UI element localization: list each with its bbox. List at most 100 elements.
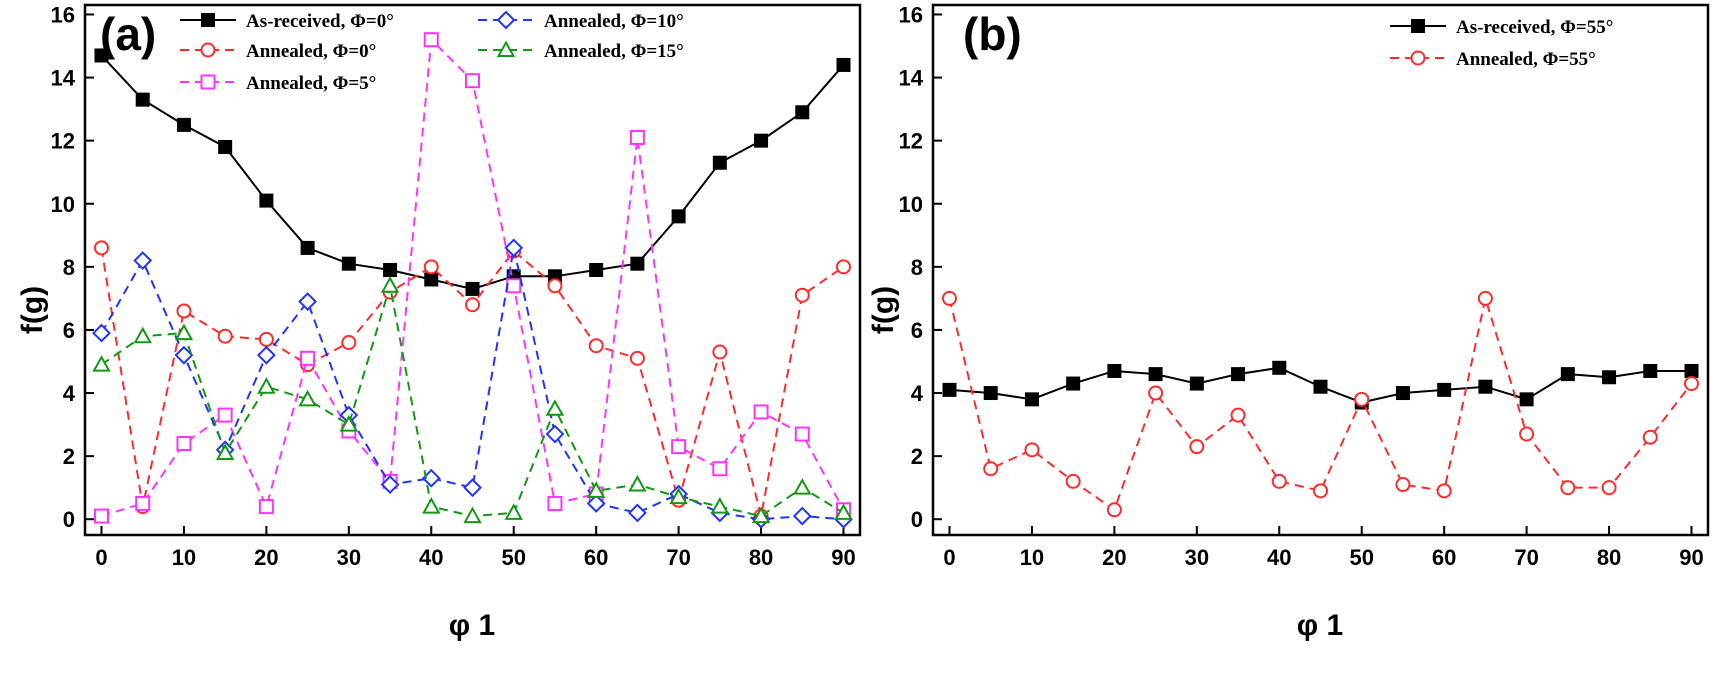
data-point-a-annealed-15-25	[298, 389, 317, 407]
plot-frame-b	[931, 3, 1710, 537]
data-point-b-as-received-55-35	[1231, 367, 1246, 382]
data-point-a-annealed-5-0	[93, 508, 109, 524]
data-point-a-annealed-10-85	[792, 506, 812, 526]
y-tick-label-a-2: 2	[63, 444, 75, 469]
data-point-b-as-received-55-5	[983, 386, 998, 401]
panel-label-a: (a)	[100, 8, 156, 60]
data-point-a-annealed-15-40	[422, 497, 441, 514]
data-point-a-annealed-0-75	[712, 344, 728, 360]
data-point-b-as-received-55-45	[1313, 379, 1328, 394]
data-point-a-annealed-5-20	[258, 499, 274, 515]
data-point-b-annealed-55-70	[1519, 426, 1535, 442]
data-point-a-annealed-15-30	[339, 415, 359, 432]
data-point-a-as-received-0-40	[424, 272, 439, 287]
data-point-b-annealed-55-30	[1189, 439, 1205, 455]
data-point-a-as-received-0-0	[94, 48, 109, 63]
x-tick-label-b-20: 20	[1102, 545, 1126, 570]
data-point-a-as-received-0-45	[465, 281, 480, 296]
data-point-a-annealed-15-60	[586, 481, 606, 498]
data-point-a-annealed-10-35	[380, 475, 400, 494]
data-point-a-annealed-0-10	[176, 303, 192, 319]
data-point-a-annealed-15-80	[751, 506, 771, 524]
x-tick-label-a-40: 40	[419, 545, 443, 570]
series-line-a-as-received-0	[100, 54, 845, 290]
data-point-a-annealed-5-25	[300, 350, 316, 366]
data-point-a-as-received-0-35	[383, 263, 398, 277]
data-point-a-annealed-15-15	[215, 443, 235, 460]
data-point-a-annealed-0-55	[547, 278, 563, 294]
data-point-a-annealed-5-55	[547, 495, 563, 511]
plot-area-a	[92, 32, 853, 529]
data-point-a-annealed-10-60	[586, 494, 606, 513]
y-tick-label-b-10: 10	[899, 192, 923, 217]
legend-marker-a-annealed-10	[496, 10, 516, 30]
data-point-a-annealed-5-40	[423, 32, 439, 48]
legend-marker-b-annealed-55	[1410, 50, 1426, 66]
legend-marker-b-as-received-55	[1411, 19, 1425, 33]
data-point-a-annealed-10-10	[174, 345, 194, 365]
legend-marker-a-annealed-15	[496, 40, 516, 57]
data-point-b-as-received-55-65	[1478, 379, 1493, 394]
y-tick-label-b-12: 12	[899, 129, 923, 154]
data-point-a-annealed-10-25	[298, 292, 318, 311]
x-tick-label-b-80: 80	[1597, 545, 1621, 570]
data-point-a-as-received-0-70	[671, 209, 686, 224]
x-tick-label-a-70: 70	[666, 545, 690, 570]
data-point-a-as-received-0-25	[300, 240, 315, 255]
legend-marker-a-annealed-5	[200, 74, 216, 90]
data-point-a-annealed-15-70	[669, 487, 688, 505]
data-point-b-annealed-55-20	[1106, 502, 1122, 518]
data-point-a-annealed-10-55	[545, 424, 565, 444]
data-point-a-as-received-0-60	[589, 263, 604, 277]
y-tick-label-a-4: 4	[63, 381, 76, 406]
data-point-a-annealed-10-0	[92, 323, 111, 343]
data-point-b-annealed-55-90	[1684, 376, 1700, 392]
data-point-a-annealed-0-30	[341, 335, 357, 351]
panel-a: 0 10 20 30 40 50 60 70 80 90 0 2 4 6 8 10 12 14 16 (a) f(g…	[16, 2, 862, 642]
y-tick-label-a-14: 14	[51, 66, 76, 91]
x-tick-label-a-20: 20	[254, 545, 278, 570]
data-point-a-annealed-5-50	[506, 278, 522, 294]
x-tick-label-a-50: 50	[501, 545, 525, 570]
data-point-b-annealed-55-50	[1354, 391, 1370, 407]
data-point-a-annealed-10-5	[133, 251, 153, 270]
data-point-a-annealed-5-15	[217, 407, 233, 423]
legend-b: As-received, Φ=55° Annealed, Φ=55°	[1390, 17, 1613, 70]
legend-marker-a-annealed-0	[200, 42, 216, 58]
x-tick-label-a-60: 60	[584, 545, 608, 570]
series-line-b-annealed-55	[948, 294, 1693, 512]
data-point-a-annealed-5-85	[794, 426, 810, 442]
data-point-a-annealed-15-45	[463, 506, 482, 524]
y-tick-label-a-16: 16	[51, 2, 75, 27]
x-axis-title-a: φ 1	[449, 609, 495, 642]
data-point-a-as-received-0-65	[630, 256, 645, 271]
panel-label-b: (b)	[963, 8, 1022, 60]
x-tick-label-b-10: 10	[1020, 545, 1044, 570]
x-tick-label-b-40: 40	[1267, 545, 1291, 570]
data-point-a-annealed-0-20	[258, 331, 274, 347]
data-point-a-annealed-0-90	[836, 259, 852, 275]
data-point-a-annealed-15-0	[92, 355, 111, 372]
panel-b: 0 10 20 30 40 50 60 70 80 90 0 2 4 6 8 10 12 14 16 (b) f(g…	[867, 2, 1710, 642]
x-tick-label-a-80: 80	[749, 545, 773, 570]
y-tick-label-a-0: 0	[63, 507, 75, 532]
y-tick-label-a-12: 12	[51, 129, 75, 154]
data-point-a-annealed-5-70	[671, 439, 687, 455]
x-tick-label-a-0: 0	[95, 545, 107, 570]
data-point-a-annealed-15-90	[834, 503, 853, 520]
data-point-a-annealed-15-35	[380, 276, 400, 293]
data-point-a-annealed-15-65	[628, 474, 647, 492]
data-point-a-as-received-0-10	[176, 117, 191, 132]
data-point-b-annealed-55-25	[1148, 385, 1164, 401]
data-point-b-annealed-55-5	[983, 461, 999, 477]
y-tick-label-a-10: 10	[51, 192, 75, 217]
data-point-a-annealed-0-65	[629, 350, 645, 366]
data-point-a-annealed-0-15	[217, 328, 233, 344]
plot-frame-a	[83, 3, 862, 537]
data-point-a-as-received-0-15	[218, 139, 233, 154]
legend-marker-a-as-received-0	[201, 13, 215, 27]
data-point-a-annealed-5-45	[465, 73, 480, 89]
x-tick-label-b-0: 0	[943, 545, 955, 570]
y-tick-label-b-4: 4	[911, 381, 924, 406]
